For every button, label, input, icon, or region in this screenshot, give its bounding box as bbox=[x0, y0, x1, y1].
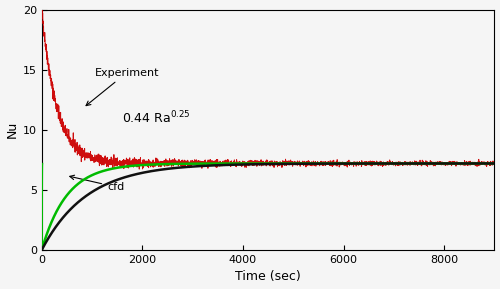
X-axis label: Time (sec): Time (sec) bbox=[235, 271, 301, 284]
Y-axis label: Nu: Nu bbox=[6, 121, 18, 138]
Text: Experiment: Experiment bbox=[86, 68, 159, 105]
Text: cfd: cfd bbox=[70, 175, 124, 192]
Text: $0.44\ \mathrm{Ra}^{0.25}$: $0.44\ \mathrm{Ra}^{0.25}$ bbox=[122, 110, 191, 127]
